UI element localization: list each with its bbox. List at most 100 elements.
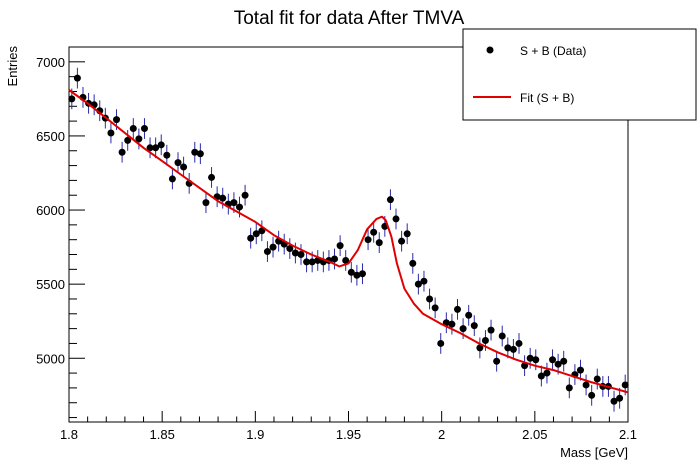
data-point xyxy=(358,270,366,278)
y-tick-label: 5500 xyxy=(36,277,65,292)
y-tick-label: 5000 xyxy=(36,351,65,366)
x-tick-label: 1.95 xyxy=(336,427,361,442)
data-point xyxy=(331,255,339,263)
data-point xyxy=(113,116,121,124)
data-point xyxy=(202,199,210,207)
x-tick-label: 2.05 xyxy=(522,427,547,442)
data-point xyxy=(174,159,182,167)
data-point xyxy=(398,237,406,245)
fit-curve xyxy=(68,89,629,394)
data-point xyxy=(68,95,76,103)
data-point xyxy=(515,339,523,347)
data-point xyxy=(140,125,148,133)
data-point xyxy=(610,397,618,405)
data-point xyxy=(420,277,428,285)
data-point xyxy=(118,148,126,156)
data-point xyxy=(219,194,227,202)
data-point xyxy=(537,372,545,380)
data-point xyxy=(431,304,439,312)
data-point xyxy=(286,245,294,253)
x-tick-label: 1.9 xyxy=(246,427,264,442)
y-tick-label: 7000 xyxy=(36,55,65,70)
legend-label-data: S + B (Data) xyxy=(520,44,586,58)
chart-title: Total fit for data After TMVA xyxy=(234,8,465,29)
data-point xyxy=(498,332,506,340)
data-point xyxy=(481,336,489,344)
data-point xyxy=(403,230,411,238)
data-point xyxy=(230,199,238,207)
data-point xyxy=(459,325,467,333)
x-axis-label: Mass [GeV] xyxy=(560,445,628,460)
data-point xyxy=(241,191,249,199)
x-axis: 1.8 1.85 1.9 1.95 2 2.05 2.1 xyxy=(60,411,637,442)
data-point xyxy=(135,135,143,143)
data-point xyxy=(73,74,81,82)
data-point xyxy=(582,381,590,389)
data-point xyxy=(560,357,568,365)
data-point xyxy=(470,322,478,330)
data-point xyxy=(621,381,629,389)
data-point xyxy=(593,375,601,383)
data-point xyxy=(543,369,551,377)
data-point xyxy=(258,227,266,235)
data-point xyxy=(308,258,316,266)
data-point xyxy=(549,356,557,364)
x-tick-label: 2 xyxy=(438,427,445,442)
data-point xyxy=(487,326,495,334)
legend-marker-data xyxy=(486,46,494,54)
data-point xyxy=(252,230,260,238)
data-point xyxy=(437,339,445,347)
data-point xyxy=(554,360,562,368)
data-point xyxy=(409,259,417,267)
data-point xyxy=(157,141,165,149)
data-point xyxy=(370,228,378,236)
data-point xyxy=(107,129,115,137)
legend-label-fit: Fit (S + B) xyxy=(520,91,574,105)
x-tick-label: 1.8 xyxy=(60,427,78,442)
y-tick-label: 6000 xyxy=(36,203,65,218)
x-tick-label: 2.1 xyxy=(619,427,637,442)
data-point xyxy=(297,251,305,259)
data-point xyxy=(476,344,484,352)
data-point xyxy=(364,236,372,244)
data-point xyxy=(509,345,517,353)
data-point xyxy=(442,319,450,327)
data-point xyxy=(353,271,361,279)
data-point xyxy=(347,268,355,276)
data-point xyxy=(124,136,132,144)
data-point xyxy=(336,242,344,250)
data-point xyxy=(263,248,271,256)
data-point xyxy=(414,280,422,288)
data-point xyxy=(465,311,473,319)
data-point xyxy=(392,215,400,223)
data-point xyxy=(426,295,434,303)
fit-curve-layer xyxy=(68,89,629,394)
data-point xyxy=(493,357,501,365)
data-point xyxy=(588,391,596,399)
data-point xyxy=(504,344,512,352)
data-point xyxy=(375,239,383,247)
data-point xyxy=(576,366,584,374)
data-point xyxy=(342,256,350,264)
data-point xyxy=(616,394,624,402)
data-point xyxy=(208,173,216,181)
data-point xyxy=(196,150,204,158)
data-point xyxy=(235,203,243,211)
data-point xyxy=(532,356,540,364)
data-point xyxy=(448,320,456,328)
x-tick-label: 1.85 xyxy=(150,427,175,442)
data-point xyxy=(163,151,171,159)
data-point xyxy=(269,243,277,251)
data-point xyxy=(152,144,160,152)
y-tick-label: 6500 xyxy=(36,129,65,144)
data-point xyxy=(129,125,137,133)
data-point xyxy=(191,148,199,156)
y-axis: 5000 5500 6000 6500 7000 xyxy=(36,46,85,419)
data-point xyxy=(454,305,462,313)
data-point xyxy=(168,175,176,183)
data-point xyxy=(303,258,311,266)
legend-box xyxy=(462,28,697,121)
data-point xyxy=(565,384,573,392)
data-point xyxy=(386,196,394,204)
